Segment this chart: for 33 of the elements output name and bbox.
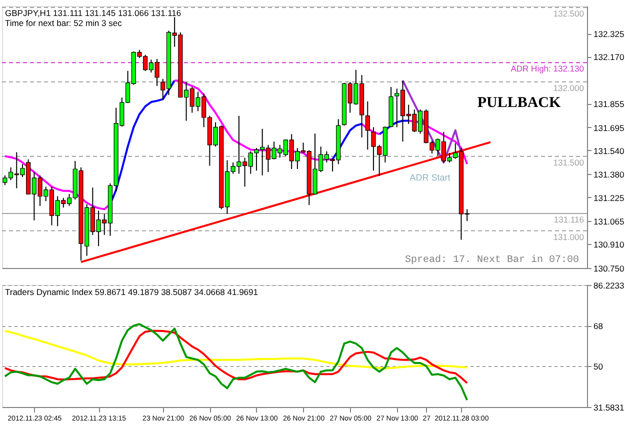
- line-series: [402, 80, 462, 164]
- annotation: ADR Start: [410, 172, 451, 182]
- y-tick-label: 130.750: [594, 264, 624, 274]
- y-tick-label: 131.855: [594, 99, 624, 110]
- ref-line-label: ADR High: 132.130: [510, 64, 584, 74]
- chart-title: Traders Dynamic Index 59.8671 49.1879 38.5087 34.0668 41.9691: [5, 287, 258, 297]
- y-tick-label: 68: [594, 321, 604, 332]
- y-tick-label: 131.065: [594, 216, 624, 227]
- y-tick-label: 132.325: [594, 29, 624, 40]
- annotation: PULLBACK: [477, 95, 562, 111]
- line-series: [4, 330, 468, 370]
- y-tick-label: 131.380: [594, 170, 624, 180]
- text: Time for next bar: 52 min 3 sec: [5, 18, 123, 28]
- line-series: [4, 330, 468, 384]
- line-series: [378, 120, 410, 136]
- annotation: Spread: 17. Next Bar in 07:00: [404, 254, 580, 266]
- y-tick-label: 132.170: [594, 52, 624, 62]
- y-tick-label: 131.540: [594, 146, 624, 156]
- y-tick-label: 131.225: [594, 192, 624, 203]
- y-tick-label: 131.695: [594, 122, 624, 133]
- candlestick: [365, 100, 370, 150]
- ref-line-label: 131.000: [553, 232, 584, 242]
- ref-line-label: 131.500: [553, 157, 584, 168]
- ref-line-label: 132.500: [553, 8, 584, 18]
- ref-line-label: 132.000: [553, 82, 584, 93]
- y-tick-label: 31.5831: [594, 402, 624, 412]
- y-tick-label: 50: [594, 361, 604, 372]
- ref-line-label: 131.116: [554, 214, 584, 225]
- chart-title: GBPJPY,H1 131.111 131.145 131.066 131.116: [5, 8, 182, 18]
- line-series: [4, 323, 468, 402]
- y-tick-label: 86.2233: [594, 280, 624, 290]
- line-series: [332, 122, 363, 160]
- y-tick-label: 130.910: [594, 240, 624, 250]
